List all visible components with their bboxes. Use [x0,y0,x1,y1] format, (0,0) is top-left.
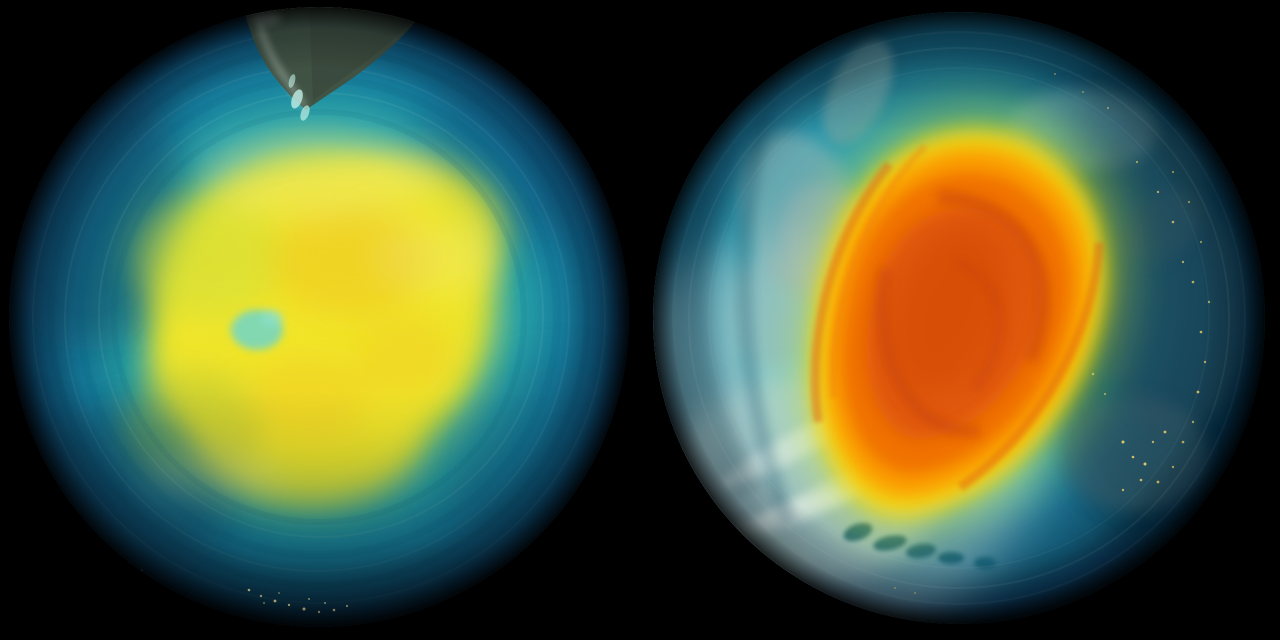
south-polar-globe [9,7,629,627]
north-polar-globe [653,12,1265,624]
south-polar-globe-canvas [9,7,629,627]
limb-shading [653,12,1265,624]
limb-shading [9,7,629,627]
north-polar-globe-canvas [653,12,1265,624]
